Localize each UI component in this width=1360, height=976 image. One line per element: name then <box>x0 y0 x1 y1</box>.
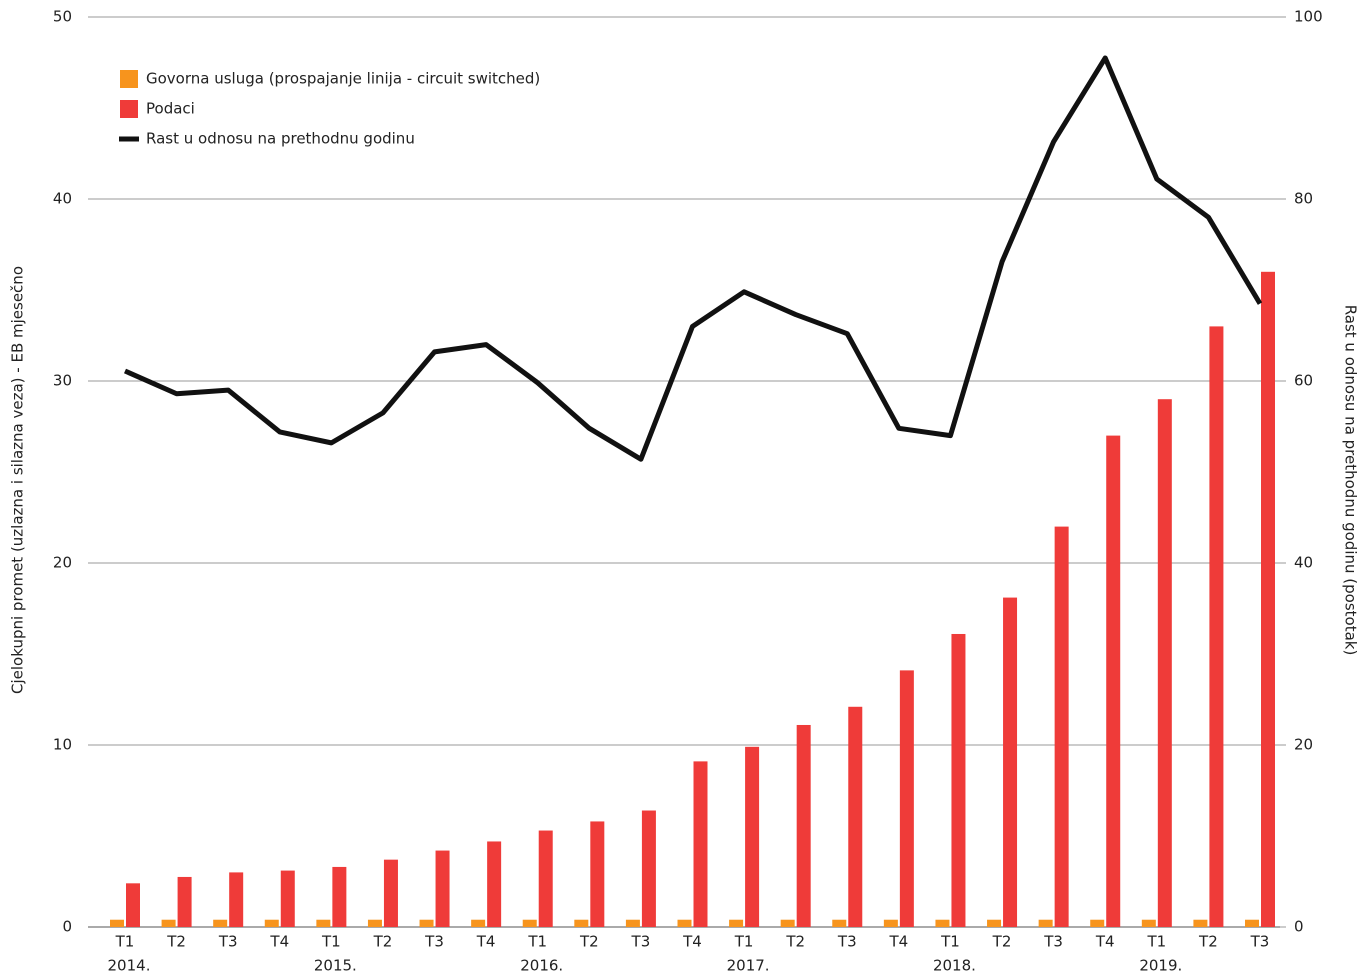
bar <box>161 919 176 927</box>
bar <box>1090 919 1105 927</box>
x-tick-label: T1 <box>1146 933 1166 951</box>
bar <box>935 919 950 927</box>
bar <box>229 872 244 927</box>
bar <box>435 850 450 927</box>
y-axis-label: Cjelokupni promet (uzlazna i silazna vez… <box>9 266 27 694</box>
x-tick-label: T1 <box>734 933 754 951</box>
bar <box>110 919 124 927</box>
bar <box>951 633 966 927</box>
x-tick-label: T3 <box>1250 933 1270 951</box>
bar <box>625 919 640 927</box>
y-tick-label: 30 <box>53 372 72 390</box>
bar <box>1106 435 1121 927</box>
bar <box>848 706 863 927</box>
y-tick-label: 50 <box>53 8 72 26</box>
x-group-label: 2017. <box>727 957 770 975</box>
bar <box>641 810 656 927</box>
bar <box>213 919 228 927</box>
legend-label: Rast u odnosu na prethodnu godinu <box>146 130 415 148</box>
bar <box>1141 919 1156 927</box>
x-tick-label: T2 <box>166 933 186 951</box>
x-tick-label: T3 <box>218 933 238 951</box>
bar <box>264 919 279 927</box>
bar <box>780 919 795 927</box>
legend-label: Podaci <box>146 100 195 118</box>
x-group-label: 2014. <box>108 957 151 975</box>
bar <box>1261 271 1275 927</box>
bar <box>832 919 847 927</box>
x-tick-label: T1 <box>115 933 135 951</box>
x-tick-label: T1 <box>940 933 960 951</box>
bar <box>280 870 295 927</box>
y2-tick-label: 40 <box>1294 554 1313 572</box>
x-tick-label: T1 <box>527 933 547 951</box>
bar <box>677 919 692 927</box>
x-tick-label: T4 <box>889 933 909 951</box>
bar <box>1038 919 1053 927</box>
bar <box>590 821 605 927</box>
x-tick-label: T2 <box>785 933 805 951</box>
bar <box>538 830 553 927</box>
x-tick-label: T4 <box>269 933 289 951</box>
bar <box>487 841 502 927</box>
bar <box>1054 526 1069 927</box>
x-group-label: 2019. <box>1139 957 1182 975</box>
y2-tick-label: 0 <box>1294 918 1304 936</box>
y2-tick-label: 20 <box>1294 736 1313 754</box>
x-tick-label: T2 <box>1198 933 1218 951</box>
x-group-label: 2018. <box>933 957 976 975</box>
y-tick-label: 0 <box>62 918 72 936</box>
y2-axis-label: Rast u odnosu na prethodnu godinu (posto… <box>1342 305 1360 656</box>
bar <box>796 724 811 927</box>
bar <box>126 883 140 927</box>
x-tick-label: T2 <box>373 933 393 951</box>
bar <box>471 919 486 927</box>
bar <box>729 919 744 927</box>
legend-label: Govorna usluga (prospajanje linija - cir… <box>146 70 540 88</box>
x-tick-label: T2 <box>992 933 1012 951</box>
bar <box>745 746 760 927</box>
y2-tick-label: 80 <box>1294 190 1313 208</box>
y2-tick-label: 100 <box>1294 8 1323 26</box>
bar <box>332 866 347 927</box>
bar <box>367 919 382 927</box>
x-tick-label: T4 <box>682 933 702 951</box>
y-tick-label: 20 <box>53 554 72 572</box>
x-tick-label: T3 <box>1043 933 1063 951</box>
y2-tick-label: 60 <box>1294 372 1313 390</box>
bar <box>1003 597 1018 927</box>
line <box>123 55 1263 462</box>
bar <box>987 919 1002 927</box>
legend-swatch <box>120 70 138 88</box>
bar <box>383 859 398 927</box>
y-tick-label: 40 <box>53 190 72 208</box>
y-tick-label: 10 <box>53 736 72 754</box>
bar <box>883 919 898 927</box>
x-tick-label: T4 <box>476 933 496 951</box>
bar <box>574 919 589 927</box>
bar <box>899 670 914 927</box>
x-tick-label: T4 <box>1095 933 1115 951</box>
x-group-label: 2016. <box>520 957 563 975</box>
bar <box>1157 399 1172 927</box>
bar <box>316 919 331 927</box>
bar <box>1193 919 1208 927</box>
x-tick-label: T3 <box>631 933 651 951</box>
bar <box>693 761 708 927</box>
bar <box>1245 919 1259 927</box>
bar <box>522 919 537 927</box>
bar <box>419 919 434 927</box>
bar <box>177 876 192 927</box>
x-tick-label: T3 <box>424 933 444 951</box>
bar <box>1209 326 1224 927</box>
x-tick-label: T3 <box>837 933 857 951</box>
x-tick-label: T2 <box>579 933 599 951</box>
legend-swatch <box>120 100 138 118</box>
x-group-label: 2015. <box>314 957 357 975</box>
x-tick-label: T1 <box>321 933 341 951</box>
